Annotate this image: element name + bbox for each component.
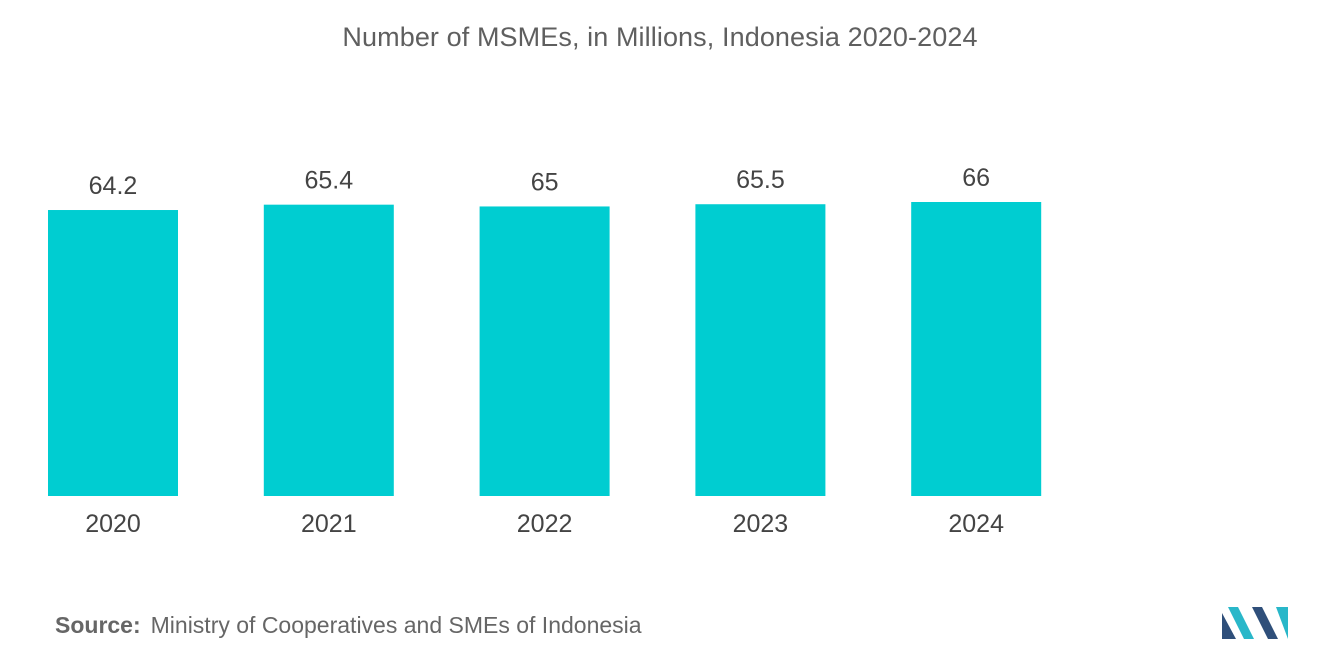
chart-title: Number of MSMEs, in Millions, Indonesia …	[342, 22, 978, 52]
source-label: Source:	[55, 612, 141, 638]
value-label-2020: 64.2	[89, 172, 138, 200]
bar-2022	[479, 206, 610, 497]
x-axis-tick-labels: 2020 2021 2022 2023 2024	[85, 510, 1004, 538]
logo-end-stroke	[1276, 607, 1288, 639]
logo-left-stroke	[1222, 613, 1236, 639]
x-tick-2020: 2020	[85, 510, 141, 538]
bar-2023	[695, 204, 826, 496]
x-tick-2023: 2023	[733, 510, 789, 538]
bar-2021	[263, 204, 394, 496]
bar-2024	[911, 202, 1042, 496]
x-tick-2021: 2021	[301, 510, 357, 538]
value-label-2023: 65.5	[736, 166, 785, 194]
value-label-2022: 65	[531, 168, 559, 196]
x-tick-2024: 2024	[948, 510, 1004, 538]
value-labels-group: 64.2 65.4 65 65.5 66	[89, 164, 990, 200]
source-text: Ministry of Cooperatives and SMEs of Ind…	[150, 612, 642, 638]
bars-group	[48, 202, 1042, 497]
mordor-logo-icon	[1222, 607, 1288, 639]
x-tick-2022: 2022	[517, 510, 573, 538]
bar-2020	[48, 210, 178, 496]
logo-middle-stroke	[1228, 607, 1254, 639]
bar-chart: 64.2 65.4 65 65.5 66 2020 2021 2022 2023 2024	[48, 164, 1042, 538]
source-note: Source: Ministry of Cooperatives and SMEs…	[55, 612, 642, 639]
logo-right-stroke	[1252, 607, 1278, 639]
value-label-2021: 65.4	[304, 167, 353, 195]
value-label-2024: 66	[962, 164, 990, 192]
